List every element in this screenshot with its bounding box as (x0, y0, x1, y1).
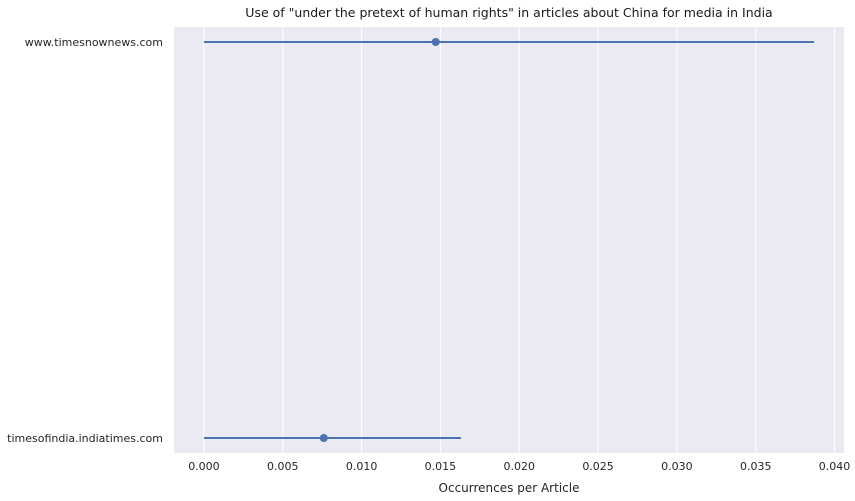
data-marks (203, 38, 815, 442)
x-tick-label: 0.025 (582, 460, 614, 473)
x-tick-label: 0.000 (188, 460, 220, 473)
x-tick-label: 0.030 (661, 460, 693, 473)
y-axis-ticks: www.timesnownews.com timesofindia.indiati… (7, 36, 163, 445)
y-tick-label: timesofindia.indiatimes.com (7, 432, 163, 445)
x-axis-ticks: 0.000 0.005 0.010 0.015 0.020 0.025 0.030 0.035… (188, 460, 850, 473)
x-axis-label: Occurrences per Article (439, 481, 580, 495)
x-tick-label: 0.020 (503, 460, 535, 473)
y-tick-label: www.timesnownews.com (25, 36, 163, 49)
x-tick-label: 0.005 (267, 460, 299, 473)
x-tick-label: 0.015 (425, 460, 457, 473)
grid (203, 27, 836, 453)
x-tick-label: 0.010 (346, 460, 378, 473)
chart-title: Use of "under the pretext of human right… (245, 5, 772, 20)
data-point (431, 38, 440, 46)
plot-area (174, 27, 844, 453)
x-tick-label: 0.035 (740, 460, 772, 473)
data-point (319, 434, 328, 442)
x-tick-label: 0.040 (819, 460, 851, 473)
